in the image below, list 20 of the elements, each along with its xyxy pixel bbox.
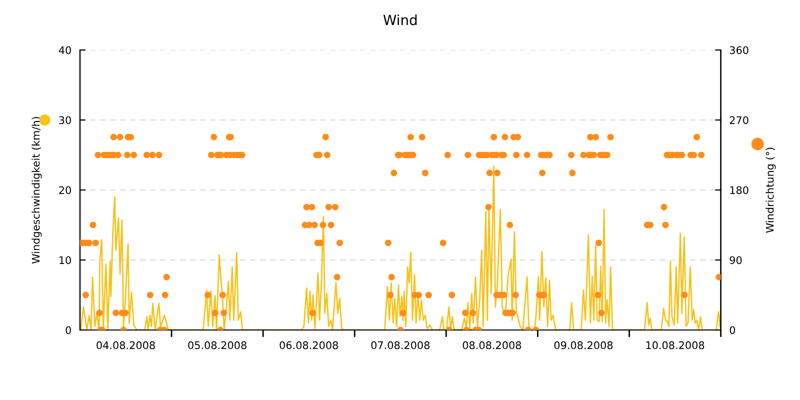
x-tick-label: 08.08.2008 [462,341,522,350]
y-tick-label: 30 [59,116,71,124]
y-axis-title: Windgeschwindigkeit (km/h) [32,116,42,264]
y-tick-label: 0 [66,326,71,334]
y2-tick-label: 270 [730,116,748,124]
y2-tick-label: 0 [730,326,736,334]
y-tick-label: 40 [58,46,71,54]
chart-title: Wind [383,14,417,26]
x-tick-label: 05.08.2008 [188,341,246,350]
x-tick-label: 04.08.2008 [96,341,155,350]
x-tick-label: 09.08.2008 [554,341,613,350]
y2-axis-title: Windrichtung (°) [766,148,776,233]
x-tick-label: 10.08.2008 [646,341,704,350]
y2-tick-label: 360 [730,46,748,54]
y-tick-label: 10 [60,256,71,264]
y-tick-label: 20 [59,186,71,194]
x-tick-label: 07.08.2008 [371,341,430,350]
x-tick-label: 06.08.2008 [280,341,338,350]
y2-tick-label: 90 [730,256,742,264]
y2-tick-label: 180 [730,186,748,194]
